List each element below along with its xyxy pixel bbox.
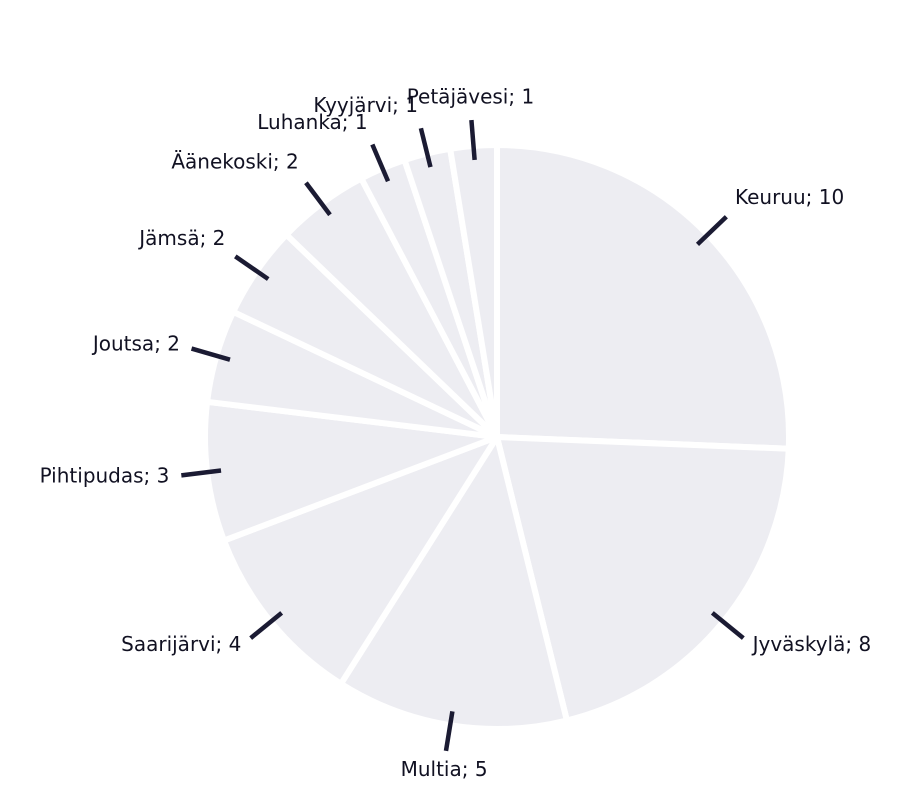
leader-line [418,127,433,168]
slice-label: Petäjävesi; 1 [407,85,535,109]
leader-line [190,346,231,362]
leader-line [695,215,728,247]
leader-line [710,611,745,640]
slice-label: Jyväskylä; 8 [751,632,872,656]
leader-line [443,711,455,752]
slice-label: Multia; 5 [401,757,488,781]
leader-line [469,119,477,161]
leader-line [181,468,222,478]
leader-line [304,181,332,217]
slice-label: Luhanka; 1 [257,110,367,134]
slice-label: Joutsa; 2 [91,332,180,356]
slice-label: Äänekoski; 2 [171,150,298,174]
slice-label: Saarijärvi; 4 [121,632,241,656]
leader-line [249,611,284,640]
slice-label: Keuruu; 10 [735,185,844,209]
leader-line [370,143,391,183]
slice-label: Pihtipudas; 3 [40,463,170,487]
leader-line [234,254,270,281]
slice-label: Kyyjärvi; 1 [313,93,418,117]
slice-label: Jämsä; 2 [137,226,225,250]
